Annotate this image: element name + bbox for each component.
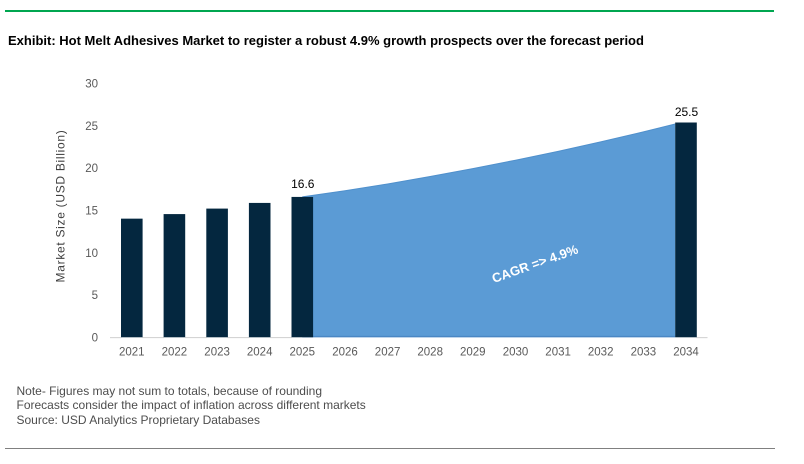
svg-text:2030: 2030	[503, 347, 529, 359]
svg-text:2032: 2032	[588, 347, 614, 359]
svg-text:30: 30	[85, 79, 98, 91]
svg-text:25: 25	[85, 121, 98, 133]
svg-text:2028: 2028	[417, 347, 443, 359]
svg-text:10: 10	[85, 248, 98, 260]
svg-text:2024: 2024	[247, 347, 273, 359]
svg-text:15: 15	[85, 206, 98, 218]
svg-text:2021: 2021	[119, 347, 145, 359]
svg-text:2029: 2029	[460, 347, 486, 359]
svg-text:2023: 2023	[204, 347, 230, 359]
svg-text:2027: 2027	[375, 347, 401, 359]
svg-text:2034: 2034	[673, 347, 699, 359]
svg-text:16.6: 16.6	[291, 177, 315, 191]
svg-text:2031: 2031	[545, 347, 571, 359]
svg-text:25.5: 25.5	[675, 105, 699, 119]
svg-text:2025: 2025	[290, 347, 316, 359]
svg-text:5: 5	[92, 290, 98, 302]
svg-text:2022: 2022	[162, 347, 188, 359]
svg-text:Market Size (USD Billion): Market Size (USD Billion)	[54, 130, 68, 283]
svg-text:20: 20	[85, 163, 98, 175]
svg-text:2033: 2033	[631, 347, 657, 359]
svg-text:0: 0	[92, 332, 98, 344]
svg-text:2026: 2026	[332, 347, 358, 359]
